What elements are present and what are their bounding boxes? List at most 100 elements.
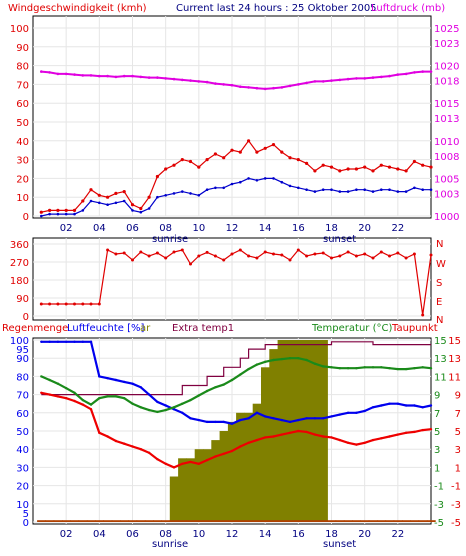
dewpoint-point [264, 436, 267, 439]
rain-bar [178, 520, 187, 522]
p1-left-tick: 20 [16, 174, 29, 185]
humidity-point [98, 375, 101, 378]
wind-gust-point [263, 146, 267, 150]
wind-direction-point [189, 262, 192, 266]
rain-bar [402, 520, 411, 522]
wind-gust-point [147, 195, 151, 199]
dewpoint-point [396, 433, 399, 436]
p3-right-tick-dew: 3 [455, 445, 461, 456]
humidity-point [147, 393, 151, 396]
pressure-point [313, 80, 317, 83]
pressure-point [388, 74, 391, 78]
wind-gust-point [48, 208, 52, 212]
rain-bar [37, 520, 46, 522]
temperature-point [305, 358, 308, 362]
p1-right-tick: 1015 [434, 99, 459, 110]
rain-bar [393, 520, 403, 522]
pressure-point [338, 78, 342, 82]
wind-avg-point [197, 194, 201, 197]
p3-left-tick: 0 [23, 518, 29, 529]
humidity-point [123, 380, 126, 384]
dewpoint-point [272, 435, 275, 438]
p3-right-tick-temp: -3 [434, 500, 444, 511]
rain-bar [294, 520, 303, 522]
humidity-point [89, 340, 93, 343]
temperature-point [355, 367, 358, 370]
rain-bar [277, 520, 287, 522]
wind-direction-point [296, 248, 300, 252]
wind-gust-point [387, 165, 392, 169]
wind-direction-point [238, 248, 242, 252]
humidity-point [380, 404, 383, 407]
wind-direction-point [106, 248, 110, 252]
wind-gust-point [321, 163, 325, 167]
wind-gust-point [247, 139, 251, 143]
temperature-point [98, 397, 101, 400]
pressure-point [230, 83, 234, 87]
wind-gust-point [255, 150, 259, 154]
humidity-point [205, 420, 209, 424]
dir-label-n-bottom: N [436, 315, 443, 326]
pressure-point [189, 79, 192, 82]
temperature-point [255, 363, 259, 366]
temperature-point [123, 397, 126, 400]
wind-direction-point [48, 302, 52, 306]
rain-title: Regenmenge [2, 323, 68, 334]
pressure-point [181, 78, 184, 82]
pressure-point [380, 75, 383, 79]
rain-bar [368, 520, 378, 522]
dir-label-n-top: N [436, 239, 443, 250]
wind-gust-point [396, 167, 400, 171]
rain-bar [385, 520, 395, 522]
wind-direction-point [272, 252, 275, 256]
pressure-point [272, 86, 275, 90]
wind-avg-point [114, 201, 118, 205]
p2-left-tick: 360 [10, 240, 29, 251]
rain-bar [95, 520, 104, 522]
pressure-point [404, 72, 408, 76]
wind-gust-point [64, 208, 68, 212]
wind-direction-point [263, 250, 267, 254]
p1-left-tick: 80 [16, 62, 29, 73]
temperature-point [280, 357, 283, 361]
x-tick-top: 06 [126, 223, 139, 234]
wind-gust-point [122, 190, 126, 194]
dewpoint-point [147, 451, 151, 454]
p3-left-tick: 70 [16, 391, 29, 402]
dewpoint-point [181, 462, 184, 465]
x-tick-bottom: 12 [226, 529, 239, 540]
humidity-point [346, 411, 350, 414]
pressure-point [122, 74, 126, 78]
x-tick-bottom: 14 [259, 529, 272, 540]
pressure-point [139, 75, 143, 79]
wind-gust-point [72, 208, 77, 212]
p2-left-tick: 0 [23, 312, 29, 323]
p3-left-tick: 20 [16, 482, 29, 493]
humidity-point [164, 404, 167, 407]
wind-gust-point [172, 163, 176, 167]
wind-avg-point [272, 177, 275, 180]
dewpoint-point [380, 437, 383, 440]
humidity-point [214, 420, 217, 424]
humidity-point [322, 417, 325, 420]
wind-direction-point [97, 302, 101, 306]
rain-bar [111, 520, 121, 522]
rain-bar [103, 520, 113, 522]
rain-bar [360, 520, 370, 522]
temperature-point [404, 367, 408, 371]
x-tick-top: 10 [192, 223, 205, 234]
humidity-point [106, 377, 109, 380]
wind-avg-point [239, 180, 242, 184]
pressure-point [263, 87, 267, 91]
rain-bar [261, 520, 270, 522]
wind-gust-point [338, 169, 342, 173]
p3-left-tick: 50 [16, 427, 29, 438]
p3-right-tick-temp: -5 [434, 518, 444, 529]
x-tick-top: 02 [60, 223, 73, 234]
humidity-point [388, 402, 391, 405]
x-tick-top: 08 [159, 223, 172, 234]
pressure-point [48, 71, 51, 74]
pressure-point [114, 75, 118, 79]
temperature-point [396, 367, 399, 371]
wind-avg-point [429, 188, 433, 191]
